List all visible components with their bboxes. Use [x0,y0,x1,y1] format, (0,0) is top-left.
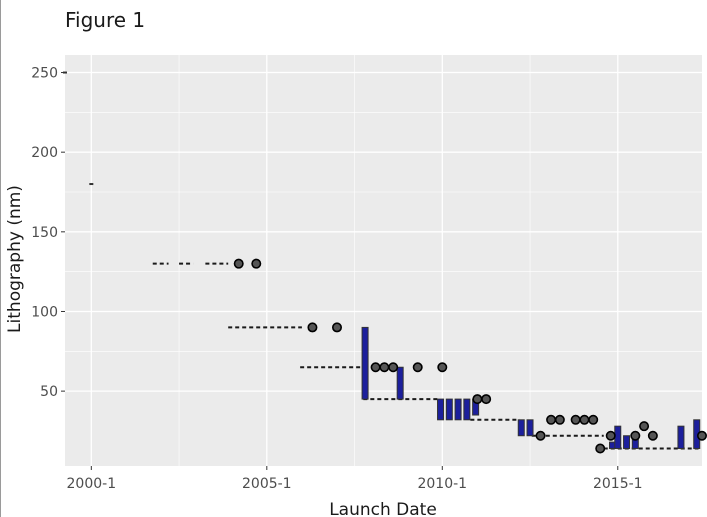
figure-title: Figure 1 [65,8,145,32]
outlier-point [331,322,342,333]
outlier-point [388,362,399,373]
box [677,425,685,449]
axis-ticks: 50 100 150 200 250 2000-1 2005-1 2010-1 2015-1 [31,66,642,492]
outlier-point [472,394,483,405]
outlier-point [605,430,616,441]
outlier-point [251,258,262,269]
outlier-point [554,414,565,425]
outlier-point [579,414,590,425]
box [454,398,462,421]
outlier-point [535,430,546,441]
outlier-points [233,258,707,454]
x-tick-label: 2010-1 [417,476,467,492]
y-tick-label: 150 [31,225,58,241]
outlier-point [437,362,448,373]
box [526,419,534,437]
outlier-point [630,430,641,441]
x-axis-title: Launch Date [329,500,437,517]
y-axis-title: Lithography (nm) [5,185,25,333]
y-tick-label: 100 [31,304,58,320]
box [463,398,471,421]
box [437,398,445,421]
outlier-point [595,443,606,454]
outlier-point [412,362,423,373]
y-tick-label: 250 [31,66,58,82]
left-border-line [0,0,1,517]
boxes [63,71,701,449]
outlier-point [233,258,244,269]
y-tick-label: 200 [31,145,58,161]
outlier-point [588,414,599,425]
box [445,398,453,421]
box [614,425,622,449]
x-tick-label: 2005-1 [242,476,292,492]
outlier-point [647,430,658,441]
outlier-point [481,394,492,405]
x-tick-label: 2000-1 [67,476,117,492]
outlier-point [379,362,390,373]
box [623,435,631,449]
box [396,366,404,400]
outlier-point [370,362,381,373]
outlier-point [546,414,557,425]
x-tick-label: 2015-1 [593,476,643,492]
outlier-point [639,421,650,432]
y-tick-label: 50 [40,384,58,400]
box [361,326,369,400]
plot-panel [65,55,702,466]
outlier-point [307,322,318,333]
outlier-point [696,430,707,441]
gridlines [65,55,702,466]
box [517,419,525,437]
outlier-point [570,414,581,425]
